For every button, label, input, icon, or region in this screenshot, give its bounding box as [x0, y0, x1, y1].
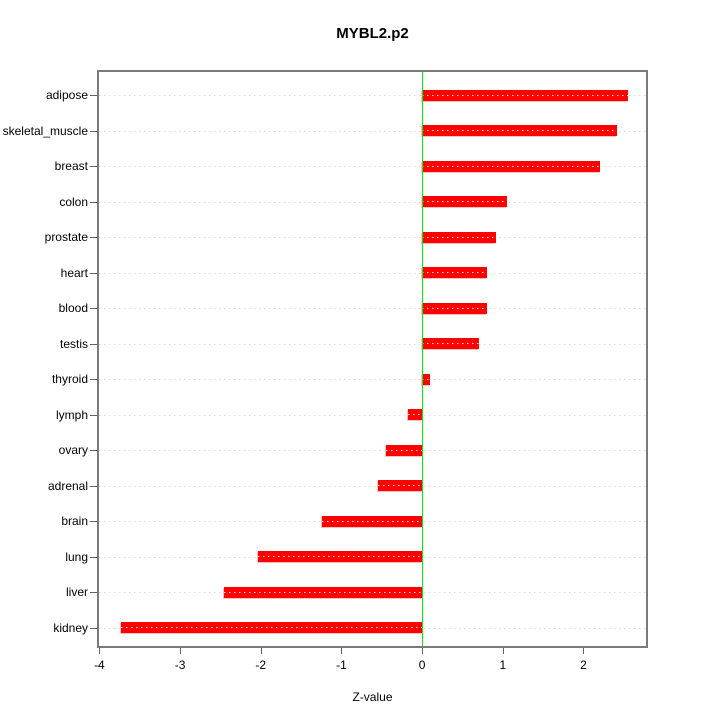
y-label-breast: breast [54, 159, 88, 173]
x-tick-label--3: -3 [174, 658, 186, 672]
gridline-adrenal [99, 485, 646, 487]
y-label-blood: blood [58, 301, 88, 315]
bar-breast [422, 160, 601, 172]
bar-skeletal_muscle [422, 125, 618, 136]
y-tick-skeletal_muscle [90, 130, 97, 132]
y-label-lymph: lymph [55, 407, 88, 422]
gridline-lymph [99, 414, 646, 416]
y-tick-ovary [90, 450, 97, 451]
bar-thyroid [422, 373, 431, 385]
y-label-brain: brain [61, 514, 88, 528]
y-tick-blood [90, 308, 97, 309]
bar-prostate [422, 231, 496, 243]
bar-blood [422, 302, 488, 314]
gridline-adipose [99, 95, 646, 96]
x-axis-title: Z-value [352, 690, 393, 704]
y-tick-adrenal [90, 485, 97, 487]
x-tick-0 [422, 648, 424, 654]
bar-kidney [121, 622, 423, 633]
gridline-colon [99, 201, 646, 203]
gridline-blood [99, 308, 646, 309]
x-tick-2 [583, 648, 585, 654]
zero-reference-line [422, 72, 424, 646]
bar-brain [322, 515, 423, 527]
x-tick--3 [180, 648, 182, 654]
gridline-prostate [99, 237, 646, 238]
y-label-ovary: ovary [58, 443, 88, 457]
x-tick-label-2: 2 [580, 658, 587, 672]
y-tick-kidney [90, 627, 97, 629]
gridline-thyroid [99, 379, 646, 380]
y-label-heart: heart [60, 265, 88, 280]
y-label-kidney: kidney [53, 620, 88, 635]
y-tick-thyroid [90, 379, 97, 380]
x-tick-1 [502, 648, 504, 654]
y-label-adipose: adipose [45, 88, 88, 102]
y-tick-heart [90, 272, 97, 274]
gridline-skeletal_muscle [99, 130, 646, 132]
x-tick--4 [99, 648, 101, 654]
y-label-liver: liver [65, 585, 88, 599]
y-label-colon: colon [59, 194, 88, 209]
y-tick-breast [90, 166, 97, 167]
y-tick-liver [90, 592, 97, 593]
x-tick-label--4: -4 [94, 658, 105, 672]
y-label-testis: testis [59, 336, 88, 351]
bar-testis [422, 338, 480, 349]
bar-adrenal [377, 480, 423, 491]
bar-adipose [422, 89, 628, 101]
gridline-ovary [99, 450, 646, 451]
chart-title: MYBL2.p2 [336, 25, 409, 42]
plot-area [97, 70, 648, 648]
y-tick-colon [90, 201, 97, 203]
y-tick-lung [90, 556, 97, 558]
x-tick--1 [341, 648, 343, 654]
x-tick-label-0: 0 [418, 658, 426, 672]
y-label-thyroid: thyroid [51, 372, 88, 386]
y-label-lung: lung [65, 549, 88, 564]
x-tick-label--2: -2 [255, 658, 267, 672]
bar-heart [422, 267, 487, 278]
x-tick-label-1: 1 [499, 658, 507, 672]
y-label-prostate: prostate [44, 230, 88, 244]
y-label-adrenal: adrenal [47, 478, 88, 493]
gridline-testis [99, 343, 646, 345]
y-tick-adipose [90, 95, 97, 96]
bar-liver [224, 586, 423, 598]
x-tick--2 [260, 648, 262, 654]
bar-lung [257, 551, 423, 562]
y-tick-testis [90, 343, 97, 345]
y-tick-prostate [90, 237, 97, 238]
bar-colon [422, 196, 507, 207]
gridline-heart [99, 272, 646, 274]
y-label-skeletal_muscle: skeletal_muscle [2, 123, 88, 138]
x-tick-label--1: -1 [336, 658, 347, 672]
gridline-breast [99, 166, 646, 167]
bar-lymph [408, 409, 423, 420]
y-tick-brain [90, 521, 97, 522]
y-tick-lymph [90, 414, 97, 416]
bar-ovary [385, 444, 423, 456]
